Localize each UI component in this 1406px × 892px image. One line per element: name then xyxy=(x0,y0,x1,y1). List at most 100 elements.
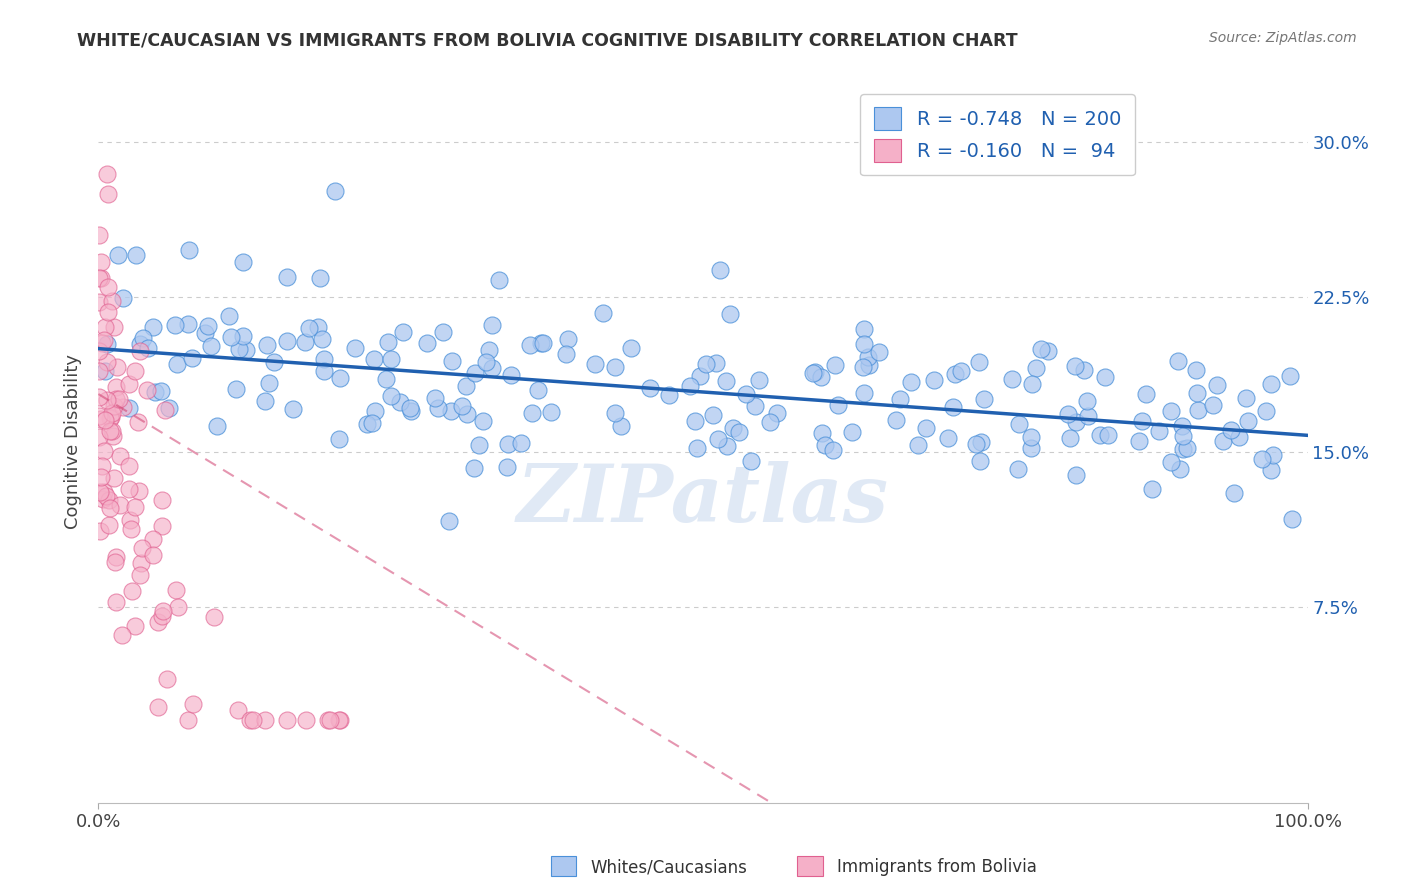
Point xyxy=(200,338,222,352)
Point xyxy=(344,341,367,355)
Point xyxy=(108,450,131,464)
Point xyxy=(1160,404,1182,418)
Point xyxy=(1036,343,1059,358)
Point xyxy=(107,248,129,262)
Point xyxy=(226,702,249,716)
Point xyxy=(152,604,174,618)
Point xyxy=(498,437,520,451)
Point xyxy=(432,326,454,340)
Point xyxy=(100,409,122,424)
Point xyxy=(294,713,316,727)
Point xyxy=(194,326,217,340)
Point xyxy=(101,429,124,443)
Point xyxy=(439,404,461,418)
Point xyxy=(938,431,960,445)
Point xyxy=(727,425,749,439)
Point xyxy=(294,334,316,349)
Point xyxy=(609,419,631,434)
Point xyxy=(165,318,187,333)
Point xyxy=(557,332,579,346)
Point xyxy=(530,335,553,350)
Point xyxy=(125,248,148,262)
Point xyxy=(973,392,995,406)
Point xyxy=(922,373,945,387)
Point xyxy=(132,331,155,345)
Point xyxy=(821,442,844,457)
Point xyxy=(811,425,834,440)
Point xyxy=(1260,376,1282,391)
Point xyxy=(1281,512,1303,526)
Point xyxy=(90,270,112,285)
Point xyxy=(104,550,127,565)
Point xyxy=(841,425,863,440)
Point xyxy=(309,271,332,285)
Point xyxy=(803,365,825,379)
Point xyxy=(93,333,115,347)
Point xyxy=(93,319,115,334)
Point xyxy=(329,713,352,727)
Point xyxy=(112,400,135,414)
Point xyxy=(1171,418,1194,433)
FancyBboxPatch shape xyxy=(797,856,823,876)
Point xyxy=(1057,408,1080,422)
Point xyxy=(166,599,188,614)
Point xyxy=(311,332,333,346)
Point xyxy=(943,368,966,382)
Point xyxy=(202,610,225,624)
Point xyxy=(316,713,339,727)
Point xyxy=(98,501,121,516)
Point xyxy=(143,384,166,399)
Point xyxy=(307,320,329,334)
Point xyxy=(283,402,305,417)
Point xyxy=(1063,359,1085,373)
Point xyxy=(540,405,562,419)
Point xyxy=(471,414,494,428)
Point xyxy=(1149,425,1171,439)
Point xyxy=(380,351,402,366)
Point xyxy=(499,368,522,382)
Point xyxy=(377,334,399,349)
Point xyxy=(735,387,758,401)
Point xyxy=(1160,454,1182,468)
Text: Immigrants from Bolivia: Immigrants from Bolivia xyxy=(837,858,1036,876)
Point xyxy=(1019,441,1042,455)
Point xyxy=(748,373,770,387)
Point xyxy=(620,341,643,355)
Point xyxy=(328,713,350,727)
Point xyxy=(128,415,150,429)
Point xyxy=(942,400,965,414)
Point xyxy=(94,363,117,377)
Point xyxy=(136,384,159,398)
Point xyxy=(1135,387,1157,401)
Point xyxy=(1173,429,1195,443)
Point xyxy=(131,541,153,555)
Point xyxy=(1234,392,1257,406)
Point xyxy=(98,517,121,532)
Point xyxy=(276,334,298,348)
Point xyxy=(801,366,824,380)
Point xyxy=(720,307,742,321)
Point xyxy=(108,392,131,407)
Point xyxy=(96,489,118,503)
Point xyxy=(1167,353,1189,368)
Point xyxy=(129,344,152,359)
Point xyxy=(1031,343,1053,357)
Point xyxy=(1170,462,1192,476)
Point xyxy=(605,360,627,375)
Point xyxy=(276,270,298,285)
Point xyxy=(103,399,125,413)
Point xyxy=(467,438,489,452)
Point xyxy=(107,359,129,374)
Point xyxy=(121,523,143,537)
Point xyxy=(721,421,744,435)
Point xyxy=(592,306,614,320)
Point xyxy=(464,366,486,380)
Point xyxy=(425,391,447,405)
Point xyxy=(150,609,173,624)
Point xyxy=(1076,409,1098,424)
Point xyxy=(263,355,285,369)
Point xyxy=(440,354,463,368)
Point xyxy=(121,584,143,599)
Point xyxy=(142,319,165,334)
Point xyxy=(103,471,125,485)
